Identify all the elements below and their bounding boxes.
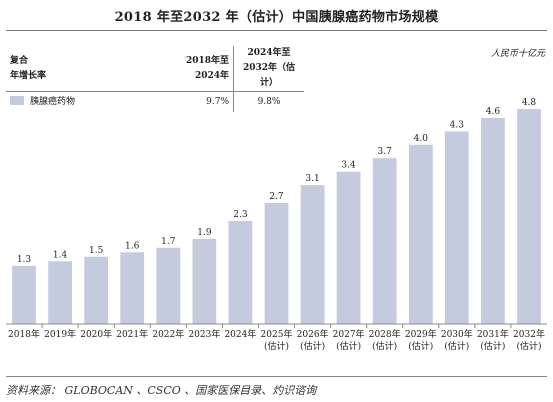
bar [48,261,72,324]
x-tick-label: 2018年 [8,328,40,340]
unit-label: 人民币十亿元 [490,49,545,59]
cagr-value-2: 9.8% [257,97,281,107]
cagr-col1-header: 2018年至 2024年 [155,46,234,92]
data-label: 1.6 [125,241,140,251]
data-label: 4.0 [414,134,429,144]
bar [12,265,36,324]
x-tick-label: 2032年 [513,328,545,340]
data-label: 3.4 [341,161,356,171]
bar [372,158,397,324]
x-tick-label: 2027年 [333,328,365,340]
source-divider [6,376,547,377]
data-label: 1.7 [161,237,176,247]
cagr-header-label: 复合 年增长率 [6,46,155,92]
cagr-col2-line1: 2024年至 [247,48,291,58]
x-tick-label: 2023年 [188,328,220,340]
data-label: 1.5 [89,246,104,256]
bar [264,203,289,324]
cagr-value-1: 9.7% [155,91,234,112]
bar [228,221,253,324]
legend-item: 胰腺癌药物 [6,92,155,113]
data-label: 2.3 [233,210,248,220]
data-label: 4.8 [522,98,537,108]
x-tick-label: 2020年 [80,328,112,340]
x-tick-note: (估计) [516,340,541,352]
bar [336,171,361,324]
bar [300,185,325,324]
bar [408,144,433,324]
cagr-col2-header: 2024年至 2032年（估计） [233,46,304,92]
legend-label: 胰腺癌药物 [30,97,76,107]
cagr-header-label-line2: 年增长率 [10,70,47,81]
data-label: 1.3 [17,255,32,265]
bar [120,252,145,324]
x-tick-label: 2031年 [477,328,509,340]
bar [517,109,541,324]
x-tick-label: 2028年 [369,328,401,340]
data-label: 1.4 [53,250,68,260]
bar [481,117,505,325]
data-label: 3.1 [305,174,319,184]
x-tick-note: (估计) [480,340,505,352]
data-label: 1.9 [197,228,212,238]
chart-title: 2018 年至2032 年（估计）中国胰腺癌药物市场规模 [114,10,439,25]
x-tick-note: (估计) [372,340,397,352]
data-label: 4.6 [486,107,501,117]
data-label: 2.7 [269,192,284,202]
x-tick-label: 2019年 [44,328,76,340]
x-tick-label: 2022年 [152,328,184,340]
x-tick-note: (估计) [300,340,325,352]
bar [444,131,469,324]
data-label: 3.7 [378,147,393,157]
x-tick-note: (估计) [336,340,361,352]
source-note: 资料来源： GLOBOCAN 、CSCO 、国家医保目录、灼识谘询 [6,384,317,397]
x-tick-label: 2021年 [116,328,148,340]
x-tick-label: 2029年 [405,328,437,340]
x-tick-label: 2026年 [297,328,329,340]
cagr-table: 复合 年增长率 2018年至 2024年 2024年至 2032年（估计） 胰腺… [6,46,304,112]
data-label: 4.3 [450,120,465,130]
bar [156,247,181,324]
cagr-col1-line1: 2018年至 [185,55,229,66]
x-tick-note: (估计) [408,340,433,352]
x-tick-note: (估计) [444,340,469,352]
x-tick-label: 2025年 [261,328,293,340]
cagr-col1-line2: 2024年 [194,70,229,81]
cagr-header-label-line1: 复合 [10,55,29,66]
title-divider [6,30,547,31]
bar [84,256,109,324]
bar [192,238,217,324]
x-tick-label: 2024年 [224,328,256,340]
x-tick-note: (估计) [264,340,289,352]
cagr-col2-line2: 2032年（估计） [242,63,296,88]
legend-swatch [10,96,24,105]
x-tick-label: 2030年 [441,328,473,340]
